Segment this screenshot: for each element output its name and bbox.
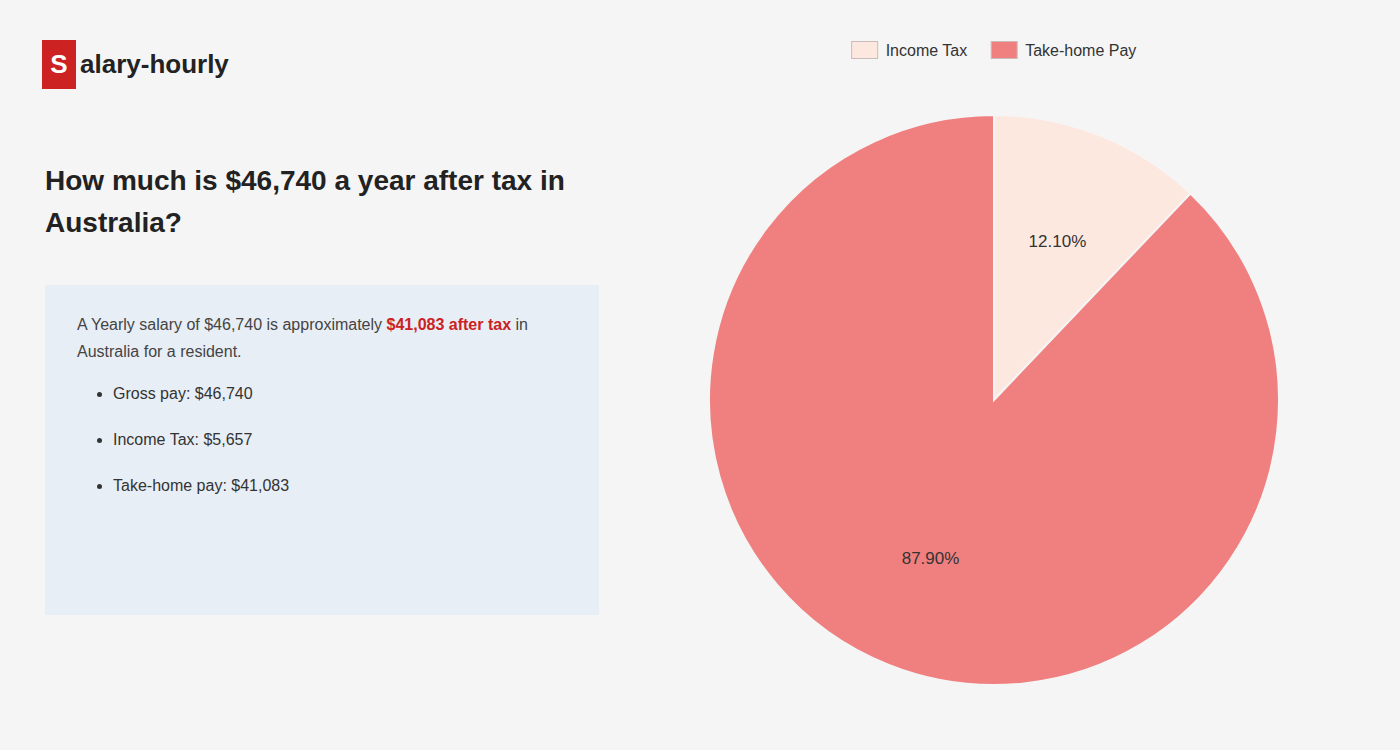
logo-mark: S	[42, 40, 76, 89]
bullet-item: Income Tax: $5,657	[113, 431, 569, 449]
legend-item: Take-home Pay	[991, 42, 1136, 59]
pie-chart: 12.10% 87.90% Income Tax Take-home Pay	[616, 0, 1372, 750]
logo-text: alary-hourly	[80, 40, 229, 89]
bullet-list: Gross pay: $46,740 Income Tax: $5,657 Take…	[77, 385, 569, 495]
info-text: in	[511, 316, 528, 333]
title: How much is $46,740 a year after tax in …	[45, 160, 635, 244]
legend-item: Income Tax	[852, 42, 968, 59]
info-box: A Yearly salary of $46,740 is approximat…	[45, 285, 599, 615]
legend-swatch	[852, 42, 878, 59]
info-text: Australia for a resident.	[77, 343, 242, 360]
info-text: A Yearly salary of $46,740 is approximat…	[77, 316, 387, 333]
legend: Income Tax Take-home Pay	[852, 42, 1137, 59]
legend-swatch	[991, 42, 1017, 59]
slices	[709, 115, 1279, 685]
legend-label: Take-home Pay	[1025, 42, 1136, 59]
info-highlight: $41,083 after tax	[387, 316, 512, 333]
data-label: 87.90%	[902, 549, 960, 568]
pie-slice	[709, 115, 1279, 685]
data-label: 12.10%	[1029, 232, 1087, 251]
legend-label: Income Tax	[886, 42, 968, 59]
data-labels: 12.10% 87.90%	[902, 232, 1087, 569]
info-paragraph: A Yearly salary of $46,740 is approximat…	[77, 311, 569, 365]
bullet-item: Gross pay: $46,740	[113, 385, 569, 403]
bullet-item: Take-home pay: $41,083	[113, 477, 569, 495]
